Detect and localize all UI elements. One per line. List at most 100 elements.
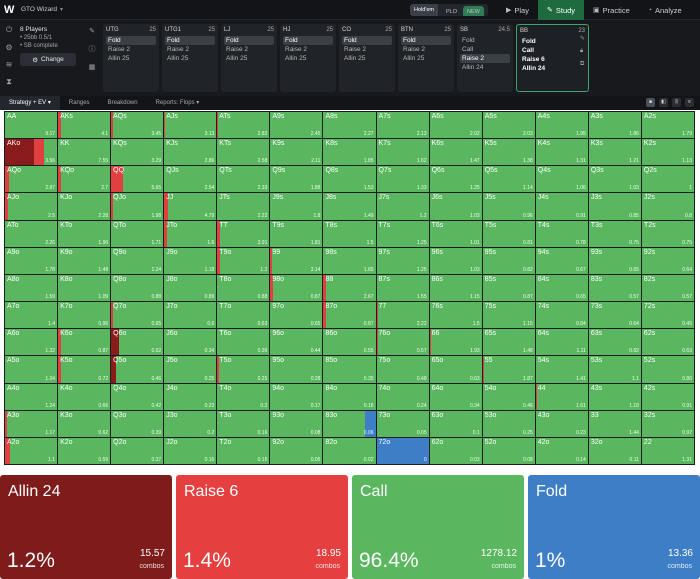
hand-cell[interactable]: K7o 0.96 [58,302,111,329]
position-card-sb[interactable]: SB 24.5 Fold Call Raise 2 Allin 24 [457,24,513,92]
hand-cell[interactable]: 98s 1.65 [323,247,376,274]
nav-practice[interactable]: ▣ Practice [584,0,639,20]
action-option[interactable]: Fold [106,36,156,45]
position-card-co[interactable]: CO 25 Fold Raise 2 Allin 25 [339,24,395,92]
hand-cell[interactable]: A3o 1.17 [5,410,58,437]
hand-cell[interactable]: KQo 2.7 [58,166,111,193]
hand-cell[interactable]: 65o 0.63 [429,356,482,383]
summary-card-fold[interactable]: Fold 1% 13.36 combos [528,475,700,579]
hand-cell[interactable]: 92o 0.05 [270,437,323,464]
hand-cell[interactable]: A8o 1.59 [5,274,58,302]
hand-cell[interactable]: 84o 0.18 [323,383,376,410]
hand-cell[interactable]: A7s 2.13 [376,112,429,139]
action-option[interactable]: Allin 24 [522,65,546,72]
hand-cell[interactable]: Q7o 0.65 [111,302,164,329]
hand-cell[interactable]: AQo 2.87 [5,166,58,193]
hand-cell[interactable]: 88 2.67 [323,274,376,302]
hand-cell[interactable]: T6s 1.01 [429,220,482,247]
hand-cell[interactable]: J6s 1.03 [429,193,482,220]
logo[interactable]: W [4,3,15,16]
hand-cell[interactable]: Q8o 0.88 [111,274,164,302]
hand-cell[interactable]: A2o 1.1 [5,437,58,464]
hand-cell[interactable]: 97o 0.65 [270,302,323,329]
hand-cell[interactable]: Q3o 0.39 [111,410,164,437]
hand-cell[interactable]: J7o 0.6 [164,302,217,329]
hand-cell[interactable]: 63s 0.82 [588,329,641,356]
hand-cell[interactable]: 86s 1.15 [429,274,482,302]
hand-cell[interactable]: 93s 0.65 [588,247,641,274]
lock-icon[interactable]: 🔒︎ [579,48,584,54]
column-view-icon[interactable]: ⫼ [672,98,681,107]
hand-cell[interactable]: T7o 0.63 [217,302,270,329]
action-option[interactable]: Allin 25 [226,55,248,62]
hand-cell[interactable]: 43s 1.18 [588,383,641,410]
split-view-icon[interactable]: ◧ [659,98,668,107]
position-card-hj[interactable]: HJ 25 Fold Raise 2 Allin 25 [280,24,336,92]
hand-cell[interactable]: K4o 0.66 [58,383,111,410]
hand-cell[interactable]: Q3s 1.03 [588,166,641,193]
hand-cell[interactable]: QTs 2.33 [217,166,270,193]
hand-cell[interactable]: 73s 0.64 [588,302,641,329]
hand-cell[interactable]: K4s 1.31 [535,139,588,166]
hand-cell[interactable]: 83o 0.06 [323,410,376,437]
hand-cell[interactable]: 55 1.87 [482,356,535,383]
position-card-utg[interactable]: UTG 25 Fold Raise 2 Allin 25 [103,24,159,92]
tab-strategy-ev[interactable]: Strategy + EV ▾ [0,96,60,110]
hand-cell[interactable]: 44 1.61 [535,383,588,410]
nav-analyze[interactable]: ◔ Analyze [639,0,691,20]
hand-cell[interactable]: 62s 0.63 [641,329,694,356]
action-option[interactable]: Allin 24 [462,64,484,71]
hand-cell[interactable]: Q2s 1 [641,166,694,193]
hand-cell[interactable]: KQs 3.29 [111,139,164,166]
hand-cell[interactable]: Q5o 0.46 [111,356,164,383]
hand-cell[interactable]: K3s 1.21 [588,139,641,166]
position-card-utg1[interactable]: UTG1 25 Fold Raise 2 Allin 25 [162,24,218,92]
hand-cell[interactable]: Q6o 0.62 [111,329,164,356]
hand-cell[interactable]: 83s 0.57 [588,274,641,302]
hand-cell[interactable]: 93o 0.08 [270,410,323,437]
hand-cell[interactable]: KJo 2.28 [58,193,111,220]
hand-cell[interactable]: T8o 0.88 [217,274,270,302]
hand-cell[interactable]: T2o 0.15 [217,437,270,464]
hand-cell[interactable]: 94o 0.17 [270,383,323,410]
hand-cell[interactable]: 73o 0.05 [376,410,429,437]
hand-cell[interactable]: A9s 2.45 [270,112,323,139]
action-option[interactable]: Raise 2 [167,46,190,53]
hand-cell[interactable]: T5s 0.81 [482,220,535,247]
action-option[interactable]: Call [462,46,474,53]
hand-cell[interactable]: AKs 4.1 [58,112,111,139]
hand-cell[interactable]: 74s 0.84 [535,302,588,329]
hand-cell[interactable]: 77 2.22 [376,302,429,329]
action-option[interactable]: Fold [283,36,333,45]
hand-cell[interactable]: K2o 0.59 [58,437,111,464]
hand-cell[interactable]: A4s 1.95 [535,112,588,139]
action-option[interactable]: Allin 25 [285,55,307,62]
hand-cell[interactable]: JJ 4.79 [164,193,217,220]
hand-cell[interactable]: 54o 0.46 [482,383,535,410]
hand-cell[interactable]: 84s 0.65 [535,274,588,302]
hand-cell[interactable]: J2s 0.8 [641,193,694,220]
power-icon[interactable]: ⏻ [5,25,13,34]
hand-cell[interactable]: 62o 0.03 [429,437,482,464]
hand-cell[interactable]: K9s 2.11 [270,139,323,166]
hand-cell[interactable]: AJo 2.5 [5,193,58,220]
hand-cell[interactable]: T3o 0.16 [217,410,270,437]
action-option[interactable]: Fold [342,36,392,45]
hand-cell[interactable]: 85s 0.87 [482,274,535,302]
action-option[interactable]: Fold [224,36,274,45]
hand-cell[interactable]: 72o 0 [376,437,429,464]
hourglass-icon[interactable]: ⧗ [6,77,12,86]
hand-cell[interactable]: K5s 1.38 [482,139,535,166]
hand-cell[interactable]: 75s 1.15 [482,302,535,329]
hand-cell[interactable]: ATs 2.82 [217,112,270,139]
action-option[interactable]: Raise 2 [344,46,367,53]
hand-cell[interactable]: 32o 0.11 [588,437,641,464]
hand-cell[interactable]: 54s 1.41 [535,356,588,383]
hand-cell[interactable]: Q8s 1.53 [323,166,376,193]
position-card-btn[interactable]: BTN 25 Fold Raise 2 Allin 25 [398,24,454,92]
layers-icon[interactable]: ≋ [5,60,13,69]
hand-cell[interactable]: A6o 1.32 [5,329,58,356]
hand-cell[interactable]: 87o 0.87 [323,302,376,329]
hand-cell[interactable]: 42s 0.91 [641,383,694,410]
position-card-lj[interactable]: LJ 25 Fold Raise 2 Allin 25 [221,24,277,92]
